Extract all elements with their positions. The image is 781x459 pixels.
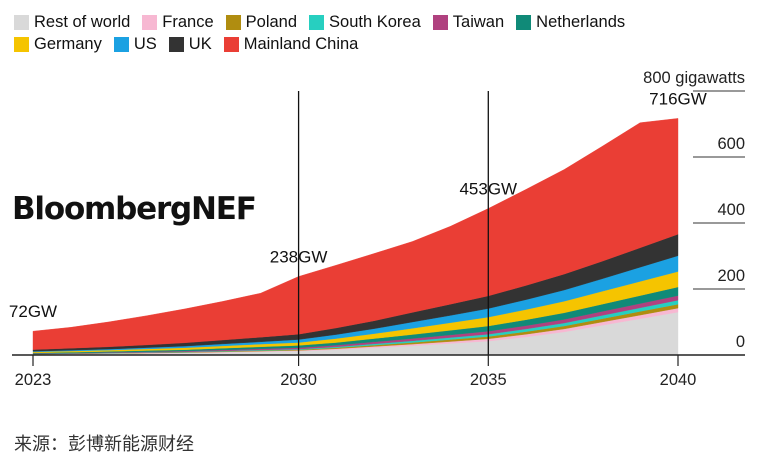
legend-item-south-korea: South Korea	[309, 11, 421, 33]
x-axis-ticks: 2023 2030 2035 2040	[15, 355, 697, 389]
legend-label: UK	[188, 35, 212, 53]
y-tick-label: 600	[717, 135, 745, 153]
legend-label: South Korea	[329, 13, 421, 31]
chart-canvas: 0 200 400 600 800 gigawatts 2023 2030 2035 2040…	[9, 69, 745, 389]
x-tick-label: 2030	[280, 371, 317, 389]
legend-item-france: France	[142, 11, 214, 33]
legend-swatch	[309, 14, 325, 30]
brand-logo: BloombergNEF	[12, 191, 256, 227]
legend-swatch	[14, 36, 29, 52]
legend-item-us: US	[113, 33, 157, 55]
total-annotation: 238GW	[270, 247, 328, 266]
y-tick-label: 200	[717, 267, 745, 285]
legend-label: Poland	[245, 13, 298, 31]
legend-item-poland: Poland	[225, 11, 298, 33]
stacked-areas	[32, 118, 679, 356]
legend-swatch	[113, 36, 129, 52]
legend-label: Netherlands	[536, 13, 626, 31]
legend-swatch	[142, 14, 158, 30]
total-annotation: 72GW	[9, 302, 57, 321]
legend-label: Mainland China	[243, 35, 359, 53]
y-tick-label: 0	[736, 333, 745, 351]
legend-label: Taiwan	[452, 13, 505, 31]
x-tick-label: 2035	[470, 371, 507, 389]
y-axis-ticks: 0 200 400 600 800 gigawatts	[643, 69, 745, 351]
chart-legend: Rest of world France Poland South Korea …	[14, 11, 734, 55]
legend-row-1: Rest of world France Poland South Korea …	[14, 11, 734, 33]
legend-item-germany: Germany	[14, 33, 102, 55]
legend-row-2: Germany US UK Mainland China	[14, 33, 734, 55]
vertical-markers	[297, 91, 489, 355]
legend-item-rest-of-world: Rest of world	[14, 11, 130, 33]
total-annotation: 453GW	[459, 179, 517, 198]
source-note: 来源：彭博新能源财经	[14, 434, 194, 454]
legend-swatch	[223, 36, 239, 52]
total-annotation: 716GW	[649, 89, 707, 108]
legend-swatch	[225, 14, 241, 30]
x-tick-label: 2023	[15, 371, 52, 389]
legend-item-taiwan: Taiwan	[432, 11, 505, 33]
area-mainland-china	[32, 118, 679, 350]
x-tick-label: 2040	[660, 371, 697, 389]
y-tick-label: 800 gigawatts	[643, 69, 745, 87]
legend-swatch	[168, 36, 184, 52]
legend-swatch	[432, 14, 448, 30]
legend-label: France	[162, 13, 214, 31]
gridlines	[693, 90, 745, 290]
legend-label: US	[133, 35, 157, 53]
legend-label: Rest of world	[34, 13, 131, 31]
legend-item-mainland-china: Mainland China	[223, 33, 359, 55]
legend-swatch	[516, 14, 532, 30]
legend-swatch	[14, 14, 29, 30]
legend-item-uk: UK	[168, 33, 212, 55]
y-tick-label: 400	[717, 201, 745, 219]
legend-label: Germany	[34, 35, 102, 53]
total-annotations: 72GW 238GW 453GW 716GW	[9, 89, 707, 321]
legend-item-netherlands: Netherlands	[516, 11, 625, 33]
